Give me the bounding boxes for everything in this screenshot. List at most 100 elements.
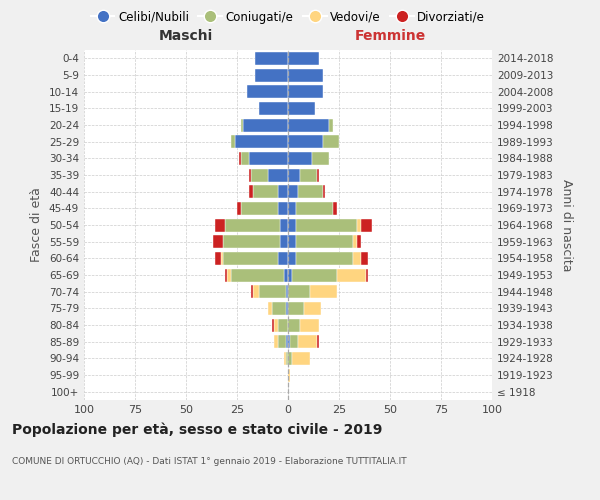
Bar xyxy=(296,235,353,248)
Bar xyxy=(288,335,290,348)
Bar xyxy=(239,152,241,165)
Bar xyxy=(231,268,284,281)
Bar xyxy=(292,352,310,365)
Bar xyxy=(365,268,368,281)
Bar xyxy=(278,252,288,265)
Bar xyxy=(286,352,288,365)
Bar xyxy=(272,302,286,315)
Bar xyxy=(310,285,337,298)
Y-axis label: Fasce di età: Fasce di età xyxy=(31,188,43,262)
Bar xyxy=(288,118,329,132)
Bar xyxy=(243,118,288,132)
Bar xyxy=(304,302,320,315)
Bar xyxy=(288,68,323,82)
Bar xyxy=(358,235,361,248)
Bar xyxy=(268,302,272,315)
Bar xyxy=(288,352,292,365)
Bar xyxy=(353,252,361,265)
Bar xyxy=(223,235,280,248)
Bar xyxy=(284,268,288,281)
Bar xyxy=(278,318,288,332)
Bar xyxy=(296,252,353,265)
Bar xyxy=(288,168,300,181)
Bar xyxy=(313,152,329,165)
Bar xyxy=(298,185,323,198)
Bar xyxy=(317,168,319,181)
Bar xyxy=(259,285,286,298)
Bar xyxy=(298,335,317,348)
Bar xyxy=(221,252,223,265)
Bar xyxy=(358,218,361,232)
Bar xyxy=(296,202,333,215)
Bar xyxy=(292,268,337,281)
Bar xyxy=(280,218,288,232)
Bar xyxy=(231,135,235,148)
Bar xyxy=(249,152,288,165)
Bar xyxy=(227,268,231,281)
Bar xyxy=(288,152,313,165)
Bar xyxy=(288,185,298,198)
Bar xyxy=(286,302,288,315)
Bar xyxy=(290,335,298,348)
Bar xyxy=(288,285,310,298)
Bar xyxy=(300,318,319,332)
Bar xyxy=(249,168,251,181)
Bar xyxy=(251,285,253,298)
Y-axis label: Anni di nascita: Anni di nascita xyxy=(560,179,573,271)
Bar xyxy=(225,268,227,281)
Text: COMUNE DI ORTUCCHIO (AQ) - Dati ISTAT 1° gennaio 2019 - Elaborazione TUTTITALIA.: COMUNE DI ORTUCCHIO (AQ) - Dati ISTAT 1°… xyxy=(12,458,407,466)
Bar xyxy=(212,235,223,248)
Bar xyxy=(288,318,300,332)
Bar xyxy=(337,268,365,281)
Bar xyxy=(274,335,278,348)
Bar xyxy=(215,218,225,232)
Text: Maschi: Maschi xyxy=(159,29,213,43)
Bar xyxy=(286,335,288,348)
Bar xyxy=(272,318,274,332)
Bar xyxy=(259,102,288,115)
Bar xyxy=(288,52,319,65)
Bar xyxy=(215,252,221,265)
Bar xyxy=(333,202,337,215)
Bar xyxy=(288,218,296,232)
Bar xyxy=(241,118,243,132)
Bar xyxy=(296,218,358,232)
Bar xyxy=(288,202,296,215)
Text: Femmine: Femmine xyxy=(355,29,425,43)
Bar xyxy=(288,102,314,115)
Bar xyxy=(323,185,325,198)
Bar xyxy=(288,135,323,148)
Bar xyxy=(288,268,292,281)
Bar xyxy=(288,368,290,382)
Bar xyxy=(329,118,333,132)
Bar xyxy=(241,202,278,215)
Bar xyxy=(268,168,288,181)
Bar xyxy=(288,252,296,265)
Bar xyxy=(288,85,323,98)
Bar xyxy=(278,185,288,198)
Bar xyxy=(251,168,268,181)
Bar xyxy=(353,235,358,248)
Bar xyxy=(249,185,253,198)
Bar xyxy=(286,285,288,298)
Bar xyxy=(256,68,288,82)
Bar xyxy=(323,135,339,148)
Bar xyxy=(225,218,280,232)
Bar xyxy=(284,352,286,365)
Text: Popolazione per età, sesso e stato civile - 2019: Popolazione per età, sesso e stato civil… xyxy=(12,422,382,437)
Bar xyxy=(288,235,296,248)
Bar xyxy=(253,285,259,298)
Bar xyxy=(300,168,317,181)
Bar xyxy=(256,52,288,65)
Legend: Celibi/Nubili, Coniugati/e, Vedovi/e, Divorziati/e: Celibi/Nubili, Coniugati/e, Vedovi/e, Di… xyxy=(86,6,490,28)
Bar xyxy=(237,202,241,215)
Bar xyxy=(274,318,278,332)
Bar xyxy=(280,235,288,248)
Bar xyxy=(241,152,249,165)
Bar xyxy=(361,218,371,232)
Bar xyxy=(223,252,278,265)
Bar xyxy=(278,202,288,215)
Bar xyxy=(235,135,288,148)
Bar xyxy=(361,252,368,265)
Bar xyxy=(247,85,288,98)
